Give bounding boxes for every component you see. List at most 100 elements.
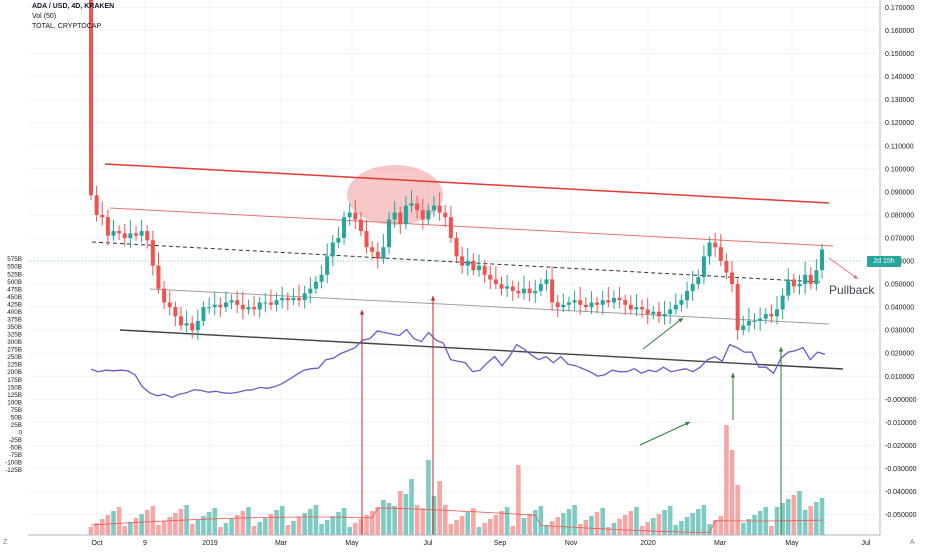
volume-bar	[454, 520, 459, 535]
left-tick-label: 475B	[7, 286, 22, 293]
left-tick-label: -100B	[5, 460, 22, 467]
candle-body	[735, 284, 740, 331]
candle-body	[117, 231, 122, 234]
candle-body	[718, 247, 723, 261]
left-tick-label: -25B	[9, 437, 22, 444]
volume-bar	[167, 517, 173, 535]
legend-overlay: TOTAL, CRYPTOCAP	[32, 23, 102, 30]
volume-bar	[161, 521, 167, 535]
green-diag-arrow-low-head	[685, 421, 690, 426]
candle-body	[347, 212, 352, 218]
candle-body	[89, 0, 93, 196]
candle-body	[353, 212, 358, 220]
left-tick-label: -125B	[5, 467, 22, 474]
volume-bar	[516, 465, 521, 535]
candle-body	[285, 297, 290, 301]
volume-bar	[622, 515, 628, 535]
green-diag-arrow-high-head	[678, 318, 683, 323]
candle-body	[291, 297, 296, 301]
candle-body	[499, 284, 504, 289]
volume-bar	[504, 507, 510, 535]
candle-body	[769, 314, 774, 317]
volume-bar	[330, 516, 336, 535]
x-tick-label: 2020	[640, 540, 656, 547]
volume-bar	[201, 516, 206, 535]
candle-body	[201, 307, 206, 321]
candle-body	[651, 311, 656, 315]
candle-body	[240, 304, 245, 310]
volume-bar	[628, 511, 634, 535]
candle-body	[94, 195, 99, 215]
candle-body	[550, 279, 555, 303]
candle-body	[640, 307, 645, 310]
right-tick-label: 0.120000	[885, 120, 914, 127]
volume-bar	[234, 515, 240, 535]
candle-body	[364, 231, 369, 248]
candle-body	[820, 249, 824, 271]
candle-body	[544, 279, 549, 285]
candle-body	[763, 314, 768, 319]
candle-body	[392, 212, 397, 220]
volume-bar	[780, 503, 785, 535]
volume-bar	[695, 509, 701, 535]
right-tick-label: 0.110000	[885, 143, 914, 150]
candle-body	[195, 320, 200, 331]
candle-body	[370, 247, 375, 252]
candle-body	[505, 286, 510, 289]
candle-body	[128, 233, 133, 238]
volume-bar	[437, 481, 442, 535]
right-tick-label: 0.040000	[885, 305, 914, 312]
candle-body	[426, 210, 431, 220]
x-tick-label: Mar	[275, 540, 288, 547]
left-tick-label: 525B	[7, 271, 22, 278]
volume-bar	[189, 524, 195, 535]
volume-bar	[459, 516, 465, 535]
volume-bar	[251, 526, 257, 535]
candle-body	[403, 205, 408, 225]
volume-bar	[729, 450, 735, 535]
candle-body	[775, 309, 780, 317]
volume-bar	[611, 523, 617, 535]
right-tick-label: -0.050000	[885, 512, 917, 519]
green-arrow-mar-head	[730, 373, 736, 378]
left-tick-label: 300B	[7, 339, 22, 346]
volume-bar	[769, 526, 774, 535]
volume-bar	[510, 526, 516, 535]
axes: Oct 9 2019 Mar May Jul Sep Nov 2020 Mar May Jul 0.17…	[5, 0, 917, 547]
volume-bar	[263, 518, 268, 535]
candle-body	[690, 284, 695, 291]
candle-body	[139, 231, 144, 236]
x-tick-label: Oct	[92, 540, 103, 547]
candle-body	[606, 300, 611, 303]
candle-body	[246, 307, 251, 310]
volume-bar	[662, 510, 667, 535]
grid-lines	[28, 0, 880, 535]
candle-body	[724, 261, 729, 273]
volume-bar	[364, 515, 369, 535]
volume-bar	[555, 517, 561, 535]
volume-bar	[746, 519, 752, 535]
right-tick-label: 0.050000	[885, 282, 914, 289]
left-tick-label: 550B	[7, 264, 22, 271]
volume-bar	[521, 518, 527, 535]
green-diag-arrow-high	[642, 317, 684, 350]
candle-body	[223, 302, 228, 308]
volume-bar	[594, 512, 600, 535]
candle-body	[533, 290, 538, 294]
candle-body	[330, 242, 335, 257]
candle-body	[381, 247, 386, 259]
left-tick-label: 75B	[11, 407, 22, 414]
left-tick-label: 425B	[7, 301, 22, 308]
candle-body	[578, 300, 583, 305]
volume-bar	[386, 503, 392, 535]
channel-upper-line	[104, 163, 830, 204]
countdown-badge: 2d 15h	[867, 256, 901, 267]
volume-bar	[656, 514, 662, 535]
candle-body	[111, 231, 116, 236]
volume-bar	[752, 515, 757, 535]
x-tick-label: Sep	[494, 540, 507, 547]
volume-bar	[673, 525, 679, 535]
volume-ma-line	[90, 507, 823, 534]
right-tick-label: 0.160000	[885, 28, 914, 35]
